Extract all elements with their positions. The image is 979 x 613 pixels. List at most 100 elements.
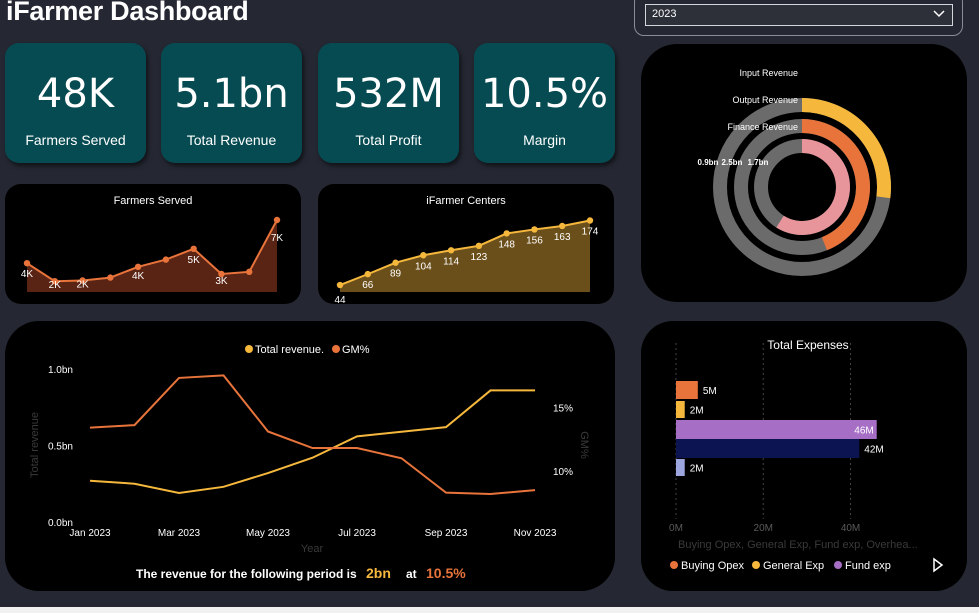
data-label: 4K — [132, 271, 145, 282]
kpi-label: Total Revenue — [186, 132, 277, 148]
data-label: 7K — [271, 233, 284, 244]
expense-bar-label: 2M — [690, 464, 704, 475]
ifarmer-centers-card: iFarmer Centers 44 66 89 104 114 123 148 156 163… — [318, 184, 614, 306]
expense-bar-label: 42M — [864, 445, 883, 456]
data-point — [162, 256, 170, 263]
radial-bar-2 — [776, 139, 850, 235]
x-axis-title: Buying Opex, General Exp, Fund exp, Over… — [678, 539, 918, 551]
revenue-radial-card: Input Revenue Output Revenue Finance Reven… — [641, 44, 967, 302]
data-label: 66 — [362, 280, 374, 291]
data-point — [107, 274, 114, 281]
y-tick-label: 0.5bn — [48, 442, 73, 453]
chevron-down-icon — [933, 10, 945, 18]
kpi-value: 532M — [333, 71, 444, 117]
legend-marker — [834, 561, 842, 569]
farmers-served-card: Farmers Served 4K 2K 2K 4K 5K 3K 7K — [5, 184, 301, 304]
year-select-value: 2023 — [652, 8, 677, 20]
data-label: 163 — [554, 232, 571, 243]
data-label: 148 — [498, 239, 515, 250]
y2-tick-label: 15% — [553, 403, 573, 414]
expense-bar-4 — [676, 459, 685, 476]
kpi-value: 10.5% — [480, 71, 609, 117]
data-label: 89 — [390, 269, 402, 280]
radial-bar-1 — [801, 119, 870, 251]
revenue-radial-chart: Input Revenue Output Revenue Finance Reven… — [698, 68, 891, 276]
data-label: 123 — [471, 252, 488, 263]
data-point — [392, 259, 399, 266]
page-title: iFarmer Dashboard — [6, 0, 249, 26]
revenue-line — [89, 389, 535, 494]
expense-bar-0 — [676, 381, 698, 399]
data-label: 44 — [334, 295, 346, 304]
data-point — [273, 216, 281, 224]
legend-marker — [670, 561, 678, 569]
data-point — [23, 260, 31, 267]
gm-line — [89, 374, 536, 495]
area-fill — [27, 220, 277, 292]
x-axis-title: Year — [301, 543, 324, 555]
year-filter-panel — [634, 0, 963, 36]
kpi-card-total-profit: 532M Total Profit — [318, 43, 459, 163]
farmers-served-chart: 4K 2K 2K 4K 5K 3K 7K — [21, 216, 284, 292]
total-expenses-card: Total Expenses 0M 20M 40M 5M 2M 46M 42M 2M Buying… — [641, 321, 967, 591]
expense-bar-3 — [676, 439, 860, 458]
x-tick-label: Jul 2023 — [338, 528, 376, 539]
data-label: 174 — [582, 226, 599, 237]
radial-value-label: 0.9bn — [698, 158, 719, 167]
kpi-label: Total Profit — [355, 132, 422, 148]
area-line — [26, 219, 278, 283]
expense-bar-label: 46M — [854, 426, 873, 437]
legend-next-arrow-icon[interactable] — [933, 557, 944, 573]
expense-bar-label: 2M — [690, 406, 704, 417]
data-label: 4K — [21, 269, 34, 280]
data-point — [531, 226, 538, 233]
x-tick-label: 0M — [669, 523, 683, 534]
y2-axis-title: GM% — [578, 431, 590, 459]
legend-label: Fund exp — [845, 560, 891, 572]
data-point — [475, 242, 483, 250]
data-point — [559, 222, 566, 230]
data-label: 156 — [526, 235, 543, 246]
expense-bar-2 — [676, 420, 877, 439]
x-tick-label: 20M — [754, 523, 773, 534]
radial-value-label: 2.5bn — [722, 158, 743, 167]
radial-series-label: Input Revenue — [739, 68, 798, 78]
data-point — [364, 270, 371, 278]
data-point — [51, 278, 58, 285]
revenue-forecast-amount: 2bn — [366, 565, 391, 581]
area-line — [339, 219, 591, 286]
data-label: 114 — [443, 256, 459, 267]
data-point — [246, 268, 253, 276]
y-tick-label: 1.0bn — [48, 365, 73, 376]
kpi-value: 48K — [36, 71, 115, 117]
year-select[interactable]: 2023 — [645, 4, 953, 26]
data-point — [336, 281, 344, 289]
bottom-scroll-strip — [0, 607, 979, 613]
data-point — [503, 230, 510, 237]
y2-tick-label: 10% — [553, 467, 573, 478]
legend-label: General Exp — [763, 560, 824, 572]
expense-bar-1 — [676, 401, 685, 418]
radial-series-label: Finance Revenue — [727, 122, 798, 132]
legend-label-gm: GM% — [342, 344, 370, 356]
revenue-forecast-text: The revenue for the following period is — [136, 567, 357, 581]
radial-series-label: Output Revenue — [732, 95, 798, 105]
kpi-card-farmers-served: 48K Farmers Served — [5, 43, 146, 163]
expenses-title: Total Expenses — [767, 338, 848, 352]
area-fill — [340, 220, 590, 292]
kpi-value: 5.1bn — [174, 71, 289, 117]
expense-bar-label: 5M — [703, 386, 717, 397]
data-label: 3K — [215, 276, 228, 287]
y-tick-label: 0.0bn — [48, 518, 73, 529]
data-point — [420, 252, 427, 259]
data-point — [134, 263, 142, 270]
y-axis-title: Total revenue — [29, 412, 41, 478]
x-tick-label: Nov 2023 — [514, 528, 557, 539]
data-point — [586, 217, 594, 224]
legend-label: Buying Opex — [681, 560, 744, 572]
data-point — [190, 245, 197, 252]
data-label: 104 — [415, 261, 432, 272]
data-label: 2K — [49, 280, 62, 291]
total-expenses-chart: Total Expenses 0M 20M 40M 5M 2M 46M 42M 2M Buying… — [669, 338, 944, 573]
data-label: 5K — [188, 255, 201, 266]
